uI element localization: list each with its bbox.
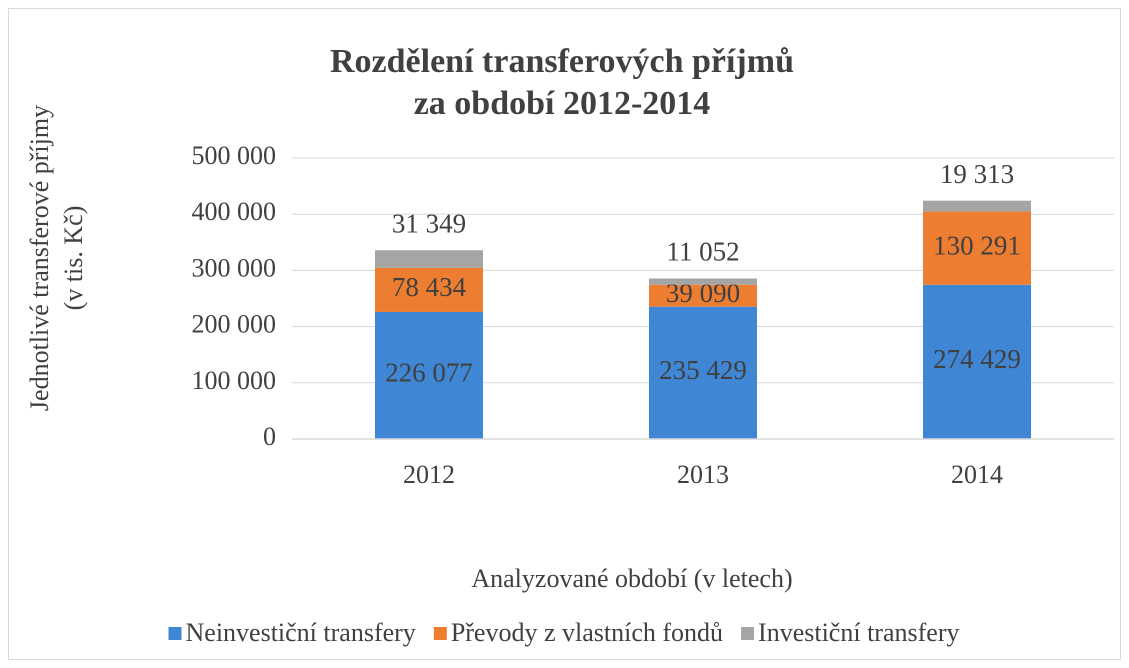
chart-title: Rozdělení transferových příjmů bbox=[330, 43, 794, 80]
bar-segment bbox=[923, 284, 1031, 439]
bar-segment bbox=[649, 278, 757, 285]
y-axis-label: (v tis. Kč) bbox=[59, 206, 88, 311]
bar-segment bbox=[923, 200, 1031, 212]
y-tick-label: 300 000 bbox=[192, 253, 277, 282]
legend-swatch bbox=[741, 627, 755, 640]
x-tick-label: 2012 bbox=[403, 460, 455, 489]
y-tick-label: 500 000 bbox=[192, 141, 277, 170]
data-label: 226 077 bbox=[385, 358, 473, 388]
legend-label: Investiční transfery bbox=[758, 618, 959, 647]
bar-segment bbox=[375, 267, 483, 312]
data-label: 11 052 bbox=[666, 237, 739, 267]
data-label: 235 429 bbox=[659, 355, 747, 385]
bar-segment bbox=[649, 306, 757, 439]
x-axis-label: Analyzované období (v letech) bbox=[471, 564, 792, 593]
chart-title: za období 2012-2014 bbox=[414, 85, 711, 122]
y-tick-label: 200 000 bbox=[192, 310, 277, 339]
bar-segment bbox=[923, 211, 1031, 285]
bar-segment bbox=[375, 311, 483, 439]
y-tick-label: 0 bbox=[263, 422, 276, 451]
bar-segment bbox=[649, 284, 757, 307]
data-label: 130 291 bbox=[933, 230, 1021, 260]
legend-label: Převody z vlastních fondů bbox=[451, 618, 723, 647]
bar-segment bbox=[375, 250, 483, 268]
data-label: 78 434 bbox=[392, 272, 467, 302]
y-tick-label: 100 000 bbox=[192, 366, 277, 395]
data-label: 274 429 bbox=[933, 344, 1021, 374]
legend-label: Neinvestiční transfery bbox=[186, 618, 416, 647]
y-axis-label: Jednotlivé transferové příjmy bbox=[25, 105, 54, 411]
data-label: 19 313 bbox=[940, 159, 1014, 189]
legend-swatch bbox=[168, 627, 182, 640]
data-label: 31 349 bbox=[392, 208, 466, 238]
x-tick-label: 2014 bbox=[951, 460, 1003, 489]
y-tick-label: 400 000 bbox=[192, 197, 277, 226]
legend-swatch bbox=[433, 627, 447, 640]
x-tick-label: 2013 bbox=[677, 460, 729, 489]
